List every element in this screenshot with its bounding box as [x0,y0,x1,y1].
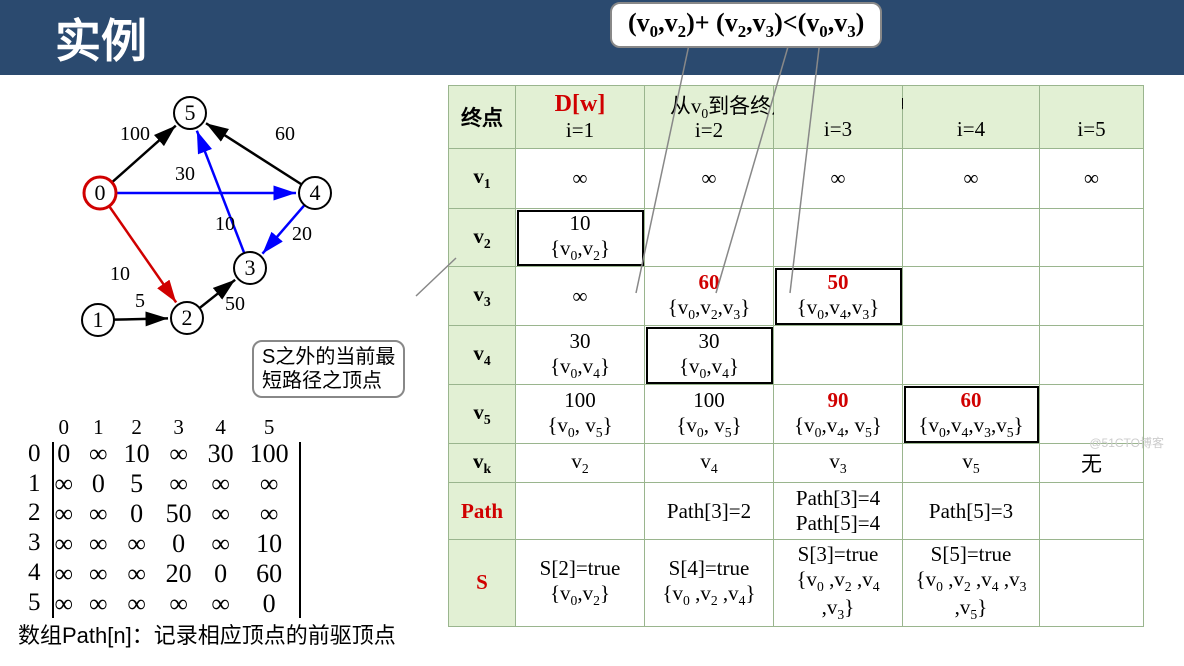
svg-text:1: 1 [93,307,104,332]
svg-text:60: 60 [275,123,295,145]
svg-text:10: 10 [215,213,235,235]
svg-text:100: 100 [120,123,150,145]
svg-text:4: 4 [310,180,321,205]
page-title: 实例 [55,5,147,71]
annotation-box: S之外的当前最短路径之顶点 [252,340,405,398]
watermark: @51CTO博客 [1089,434,1164,451]
svg-text:0: 0 [95,180,106,205]
svg-text:2: 2 [182,305,193,330]
svg-text:50: 50 [225,293,245,315]
graph-svg: 504321 1006030201010505 [40,85,380,355]
path-note: 数组Path[n]：记录相应顶点的前驱顶点 [18,618,396,650]
svg-text:5: 5 [185,100,196,125]
dijkstra-table: 终点D[w]i=1从v0到各终点的长度和最短路径i=2i=3i=4i=5v1∞∞… [448,85,1144,627]
title-bar: 实例 [0,0,1184,75]
formula-box: (v0,v2)+ (v2,v3)<(v0,v3) [610,2,882,48]
svg-text:5: 5 [135,290,145,312]
svg-text:20: 20 [292,223,312,245]
svg-text:30: 30 [175,163,195,185]
svg-text:10: 10 [110,263,130,285]
formula: (v0,v2)+ (v2,v3)<(v0,v3) [628,8,864,37]
svg-text:3: 3 [245,255,256,280]
adjacency-matrix: 01234500∞10∞301001∞05∞∞∞2∞∞050∞∞3∞∞∞0∞10… [20,415,297,618]
